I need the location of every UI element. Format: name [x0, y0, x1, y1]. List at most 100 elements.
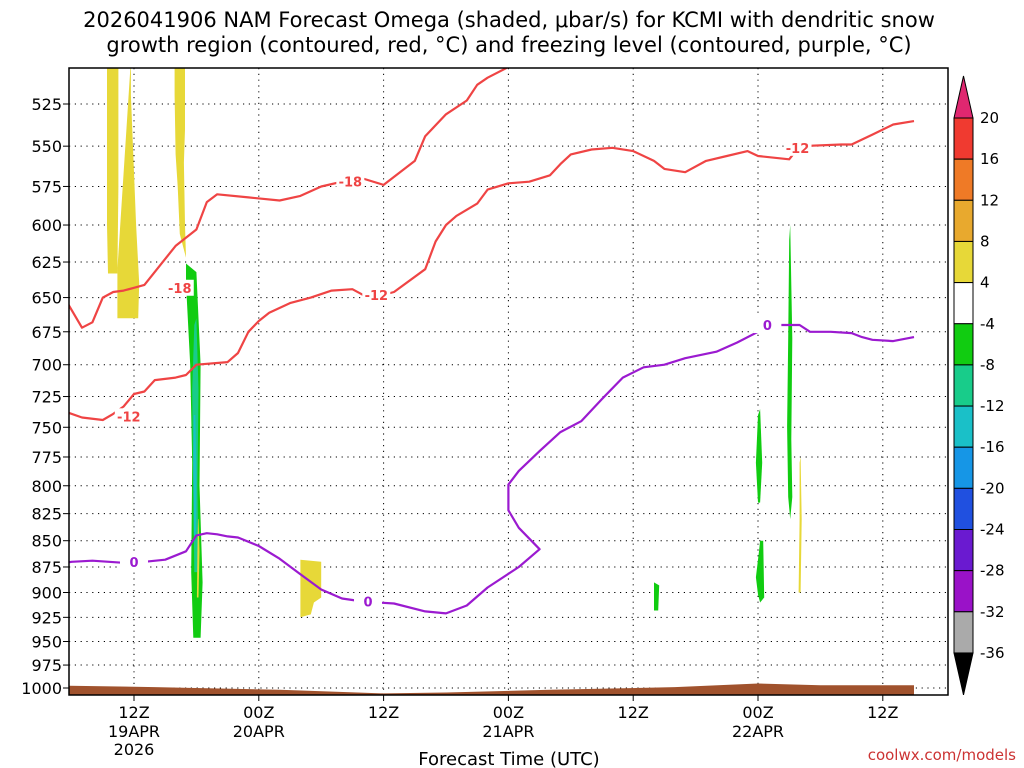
- omega-shaded-region: [174, 68, 186, 258]
- contour-label: 0: [763, 319, 772, 334]
- y-tick-label: 950: [31, 633, 62, 652]
- contour-label: -12: [117, 410, 141, 425]
- colorbar-swatch: [953, 446, 974, 489]
- contour-label-bg: [753, 317, 782, 334]
- x-axis-label: Forecast Time (UTC): [418, 749, 599, 768]
- omega-shaded-region: [755, 409, 763, 503]
- contour-label-bg: [336, 173, 365, 190]
- colorbar-tick-label: -24: [980, 521, 1005, 539]
- y-tick-label: 625: [31, 253, 62, 272]
- colorbar-swatch: [953, 611, 974, 654]
- contour-label-bg: [120, 553, 148, 570]
- omega-shaded-region: [196, 519, 200, 598]
- colorbar-swatch: [953, 158, 974, 201]
- terrain-fill: [69, 683, 914, 695]
- omega-shaded-region: [654, 582, 660, 611]
- y-tick-label: 900: [31, 584, 62, 603]
- colorbar-tick-label: -32: [980, 603, 1005, 621]
- contour-label: 0: [129, 556, 138, 571]
- y-tick-label: 925: [31, 608, 62, 627]
- y-tick-label: 1000: [21, 679, 62, 698]
- y-tick-label: 600: [31, 216, 62, 235]
- colorbar-tick-label: 16: [980, 150, 999, 168]
- y-tick-label: 750: [31, 418, 62, 437]
- omega-shaded-region: [798, 457, 802, 593]
- colorbar-swatch: [953, 570, 974, 613]
- contour-label-bg: [362, 286, 391, 303]
- omega-shaded-region: [117, 68, 140, 319]
- omega-shaded-region: [755, 540, 765, 603]
- colorbar-swatch: [953, 364, 974, 407]
- colorbar-swatch: [953, 487, 974, 531]
- colorbar-swatch: [953, 529, 974, 572]
- contour-label-bg: [114, 408, 143, 425]
- y-tick-label: 525: [31, 95, 62, 114]
- contour-label-bg: [783, 139, 812, 156]
- colorbar-swatch: [953, 117, 974, 160]
- omega-shaded-region: [107, 68, 119, 274]
- y-tick-label: 800: [31, 477, 62, 496]
- colorbar-swatch: [953, 652, 974, 696]
- colorbar-tick-label: 12: [980, 191, 999, 209]
- colorbar-tick-label: -8: [980, 356, 995, 374]
- source-credit: coolwx.com/models: [868, 746, 1016, 764]
- x-tick-date-label: 21APR: [482, 722, 534, 741]
- contour-label-bg: [165, 279, 194, 296]
- colorbar-swatch: [953, 199, 974, 242]
- y-tick-label: 825: [31, 505, 62, 524]
- contour-label: -18: [168, 282, 192, 297]
- omega-shaded-region: [787, 225, 793, 520]
- x-tick-label: 00Z: [243, 703, 274, 722]
- colorbar-tick-label: -16: [980, 438, 1005, 456]
- y-tick-label: 875: [31, 558, 62, 577]
- x-tick-label: 00Z: [742, 703, 773, 722]
- colorbar-tick-label: -12: [980, 397, 1005, 415]
- y-tick-label: 700: [31, 356, 62, 375]
- omega-shaded-region: [193, 415, 197, 536]
- freezing-level-contour-line: [69, 323, 915, 615]
- omega-shaded-region: [300, 559, 322, 618]
- y-tick-label: 775: [31, 448, 62, 467]
- contour-label: -12: [786, 142, 810, 157]
- y-tick-label: 650: [31, 289, 62, 308]
- colorbar-swatch: [953, 240, 974, 284]
- x-tick-date-label: 20APR: [233, 722, 285, 741]
- x-tick-label: 12Z: [118, 703, 149, 722]
- colorbar-tick-label: 20: [980, 109, 999, 127]
- x-tick-label: 12Z: [618, 703, 649, 722]
- x-tick-label: 12Z: [368, 703, 399, 722]
- x-tick-label: 12Z: [867, 703, 898, 722]
- colorbar: 20 16 12 8 4 -4 -8 -12 -16 -20 -24 -28 -32 -36: [953, 75, 1005, 696]
- plot-area: -18 -18 -12 -12 -12 0 0 0: [69, 68, 948, 695]
- y-tick-label: 675: [31, 323, 62, 342]
- colorbar-tick-label: 8: [980, 232, 990, 250]
- dendritic-temp-contour-line: [69, 120, 915, 422]
- x-tick-date-label: 22APR: [732, 722, 784, 741]
- colorbar-tick-label: 4: [980, 274, 990, 292]
- colorbar-tick-label: -20: [980, 479, 1005, 497]
- colorbar-swatch: [953, 75, 974, 119]
- y-tick-label: 725: [31, 388, 62, 407]
- colorbar-swatch: [953, 405, 974, 448]
- contour-label: -18: [339, 176, 363, 191]
- contour-label-bg: [354, 593, 382, 610]
- y-tick-label: 975: [31, 656, 62, 675]
- colorbar-tick-label: -36: [980, 644, 1005, 662]
- colorbar-tick-label: -28: [980, 562, 1005, 580]
- chart-title-line-2: growth region (contoured, red, °C) and f…: [106, 33, 911, 57]
- dendritic-temp-contour-line: [69, 68, 509, 329]
- y-tick-label: 850: [31, 532, 62, 551]
- x-tick-label: 00Z: [493, 703, 524, 722]
- y-tick-label: 575: [31, 177, 62, 196]
- axes: 525 550 575 600 625 650 675 700 725 750 775 800 825 8…: [21, 95, 898, 759]
- chart-title-line-1: 2026041906 NAM Forecast Omega (shaded, μ…: [83, 8, 935, 32]
- x-tick-date-label: 2026: [114, 740, 155, 759]
- contour-label: 0: [363, 596, 372, 611]
- colorbar-swatch: [953, 282, 974, 325]
- colorbar-tick-label: -4: [980, 315, 995, 333]
- x-tick-date-label: 19APR: [108, 722, 160, 741]
- colorbar-swatch: [953, 323, 974, 366]
- y-tick-label: 550: [31, 137, 62, 156]
- contour-label: -12: [365, 289, 389, 304]
